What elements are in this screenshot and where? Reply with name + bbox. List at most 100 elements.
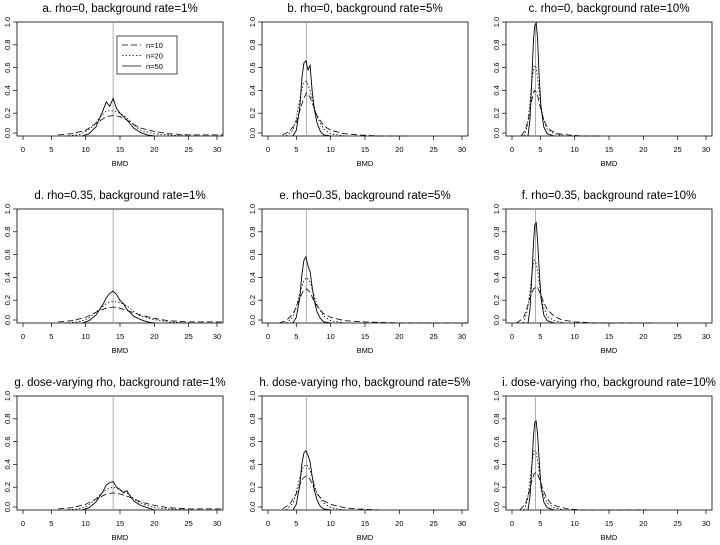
y-tick-label: 0.2 xyxy=(3,108,12,118)
y-tick-label: 0.4 xyxy=(492,459,501,469)
x-tick-label: 15 xyxy=(361,519,369,528)
x-tick-label: 30 xyxy=(458,519,466,528)
series-line-n20 xyxy=(285,463,345,511)
chart-panel-h: h. dose-varying rho, background rate=5% 0… xyxy=(248,377,471,542)
x-axis-label: BMD xyxy=(357,533,374,542)
x-tick-label: 20 xyxy=(150,332,158,341)
y-tick-label: 0.0 xyxy=(248,502,257,512)
series-line-n20 xyxy=(65,486,189,511)
x-tick-label: 0 xyxy=(510,332,514,341)
chart-title: d. rho=0.35, background rate=1% xyxy=(34,190,205,202)
y-tick-label: 0.4 xyxy=(248,272,257,282)
chart-panel-g: g. dose-varying rho, background rate=1% 0… xyxy=(3,377,226,542)
x-axis-label: BMD xyxy=(601,346,618,355)
x-tick-label: 5 xyxy=(538,332,542,341)
x-tick-label: 25 xyxy=(673,145,681,154)
x-tick-label: 20 xyxy=(639,332,647,341)
x-tick-label: 25 xyxy=(673,519,681,528)
x-tick-label: 30 xyxy=(213,145,221,154)
y-tick-label: 0.0 xyxy=(3,315,12,325)
x-axis-label: BMD xyxy=(112,159,129,168)
y-tick-label: 0.6 xyxy=(3,62,12,72)
x-tick-label: 30 xyxy=(213,332,221,341)
x-tick-label: 10 xyxy=(570,145,578,154)
y-tick-label: 0.6 xyxy=(248,62,257,72)
y-tick-label: 0.6 xyxy=(492,249,501,259)
x-axis-label: BMD xyxy=(601,533,618,542)
chart-title: a. rho=0, background rate=1% xyxy=(42,3,197,15)
y-tick-label: 0.2 xyxy=(492,108,501,118)
x-tick-label: 10 xyxy=(326,145,334,154)
series-line-n20 xyxy=(285,276,345,324)
series-line-n10 xyxy=(516,285,654,324)
x-tick-label: 15 xyxy=(605,519,613,528)
chart-panel-e: e. rho=0.35, background rate=5% 0.0 0.2 0.4… xyxy=(248,190,469,355)
y-tick-label: 0.6 xyxy=(3,436,12,446)
y-tick-label: 0.2 xyxy=(248,295,257,305)
series-line-n50 xyxy=(527,21,555,137)
legend-label: n=50 xyxy=(146,62,163,71)
series-line-n10 xyxy=(282,91,407,137)
x-tick-label: 10 xyxy=(570,519,578,528)
x-tick-label: 5 xyxy=(49,519,53,528)
series-line-n20 xyxy=(65,300,189,324)
series-line-n20 xyxy=(65,110,189,137)
x-tick-label: 25 xyxy=(429,519,437,528)
series-line-n50 xyxy=(292,59,331,137)
x-tick-label: 15 xyxy=(605,145,613,154)
chart-title: g. dose-varying rho, background rate=1% xyxy=(14,377,225,389)
y-tick-label: 0.6 xyxy=(248,436,257,446)
y-tick-label: 0.0 xyxy=(248,128,257,138)
y-tick-label: 0.0 xyxy=(492,128,501,138)
plot-frame xyxy=(261,395,469,511)
x-tick-label: 10 xyxy=(326,519,334,528)
plot-frame xyxy=(261,208,469,324)
y-tick-label: 0.8 xyxy=(3,414,12,424)
x-tick-label: 5 xyxy=(294,332,298,341)
x-tick-label: 5 xyxy=(538,519,542,528)
y-tick-label: 0.2 xyxy=(3,295,12,305)
x-tick-label: 20 xyxy=(395,332,403,341)
x-tick-label: 10 xyxy=(81,332,89,341)
chart-panel-i: i. dose-varying rho, background rate=10%… xyxy=(492,377,716,542)
series-line-n50 xyxy=(527,221,555,324)
x-tick-label: 20 xyxy=(395,519,403,528)
x-tick-label: 5 xyxy=(49,145,53,154)
x-tick-label: 0 xyxy=(266,145,270,154)
y-tick-label: 0.4 xyxy=(3,459,12,469)
y-tick-label: 0.8 xyxy=(492,414,501,424)
series-line-n50 xyxy=(292,255,331,324)
y-tick-label: 0.0 xyxy=(248,315,257,325)
legend: n=10 n=20n=50 xyxy=(116,35,178,75)
y-tick-label: 0.4 xyxy=(3,272,12,282)
y-tick-label: 0.8 xyxy=(248,414,257,424)
chart-panel-f: f. rho=0.35, background rate=10% 0.0 0.2 0.… xyxy=(492,190,713,355)
x-tick-label: 25 xyxy=(184,145,192,154)
series-line-n50 xyxy=(82,480,155,511)
y-tick-label: 0.6 xyxy=(248,249,257,259)
y-tick-label: 0.8 xyxy=(248,40,257,50)
x-tick-label: 20 xyxy=(150,519,158,528)
x-tick-label: 30 xyxy=(702,519,710,528)
x-tick-label: 5 xyxy=(49,332,53,341)
legend-label: n=20 xyxy=(146,52,163,61)
y-tick-label: 0.4 xyxy=(248,85,257,95)
y-tick-label: 0.2 xyxy=(248,482,257,492)
x-axis-label: BMD xyxy=(357,159,374,168)
x-tick-label: 30 xyxy=(702,145,710,154)
series-line-n10 xyxy=(282,475,379,511)
y-tick-label: 0.2 xyxy=(248,108,257,118)
y-tick-label: 0.2 xyxy=(492,482,501,492)
x-tick-label: 15 xyxy=(116,519,124,528)
y-tick-label: 0.0 xyxy=(492,315,501,325)
y-tick-label: 0.0 xyxy=(3,128,12,138)
chart-title: e. rho=0.35, background rate=5% xyxy=(279,190,450,202)
y-tick-label: 0.4 xyxy=(248,459,257,469)
plot-frame xyxy=(16,395,224,511)
y-tick-label: 1.0 xyxy=(248,17,257,27)
x-tick-label: 15 xyxy=(605,332,613,341)
series-line-n20 xyxy=(523,64,565,137)
series-line-n50 xyxy=(292,449,331,511)
x-axis-label: BMD xyxy=(601,159,618,168)
